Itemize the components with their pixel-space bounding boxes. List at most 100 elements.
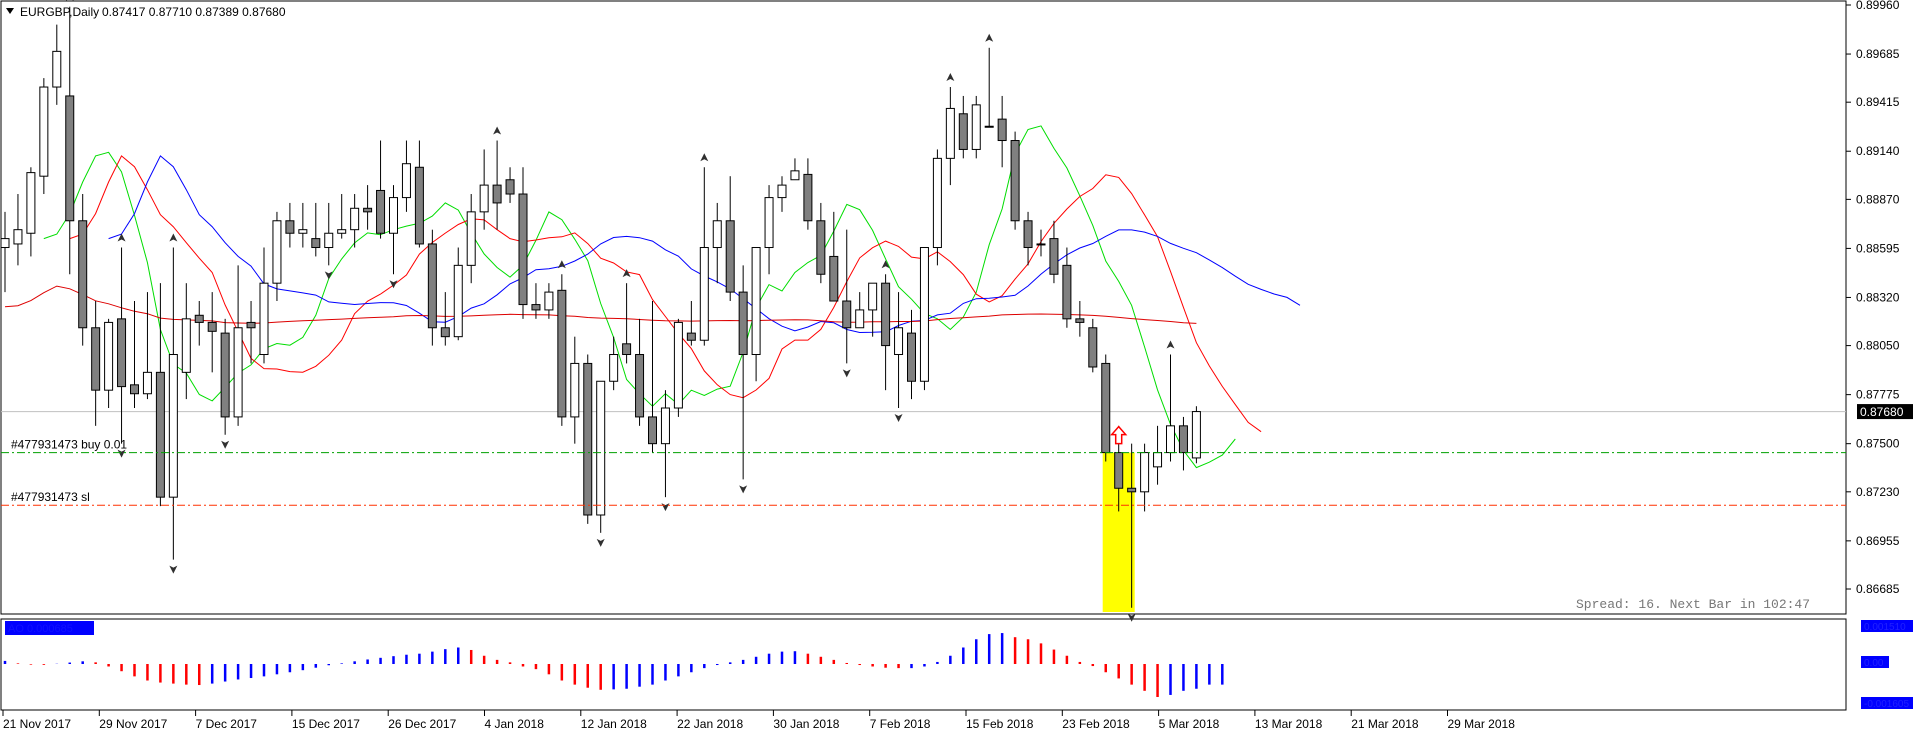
bear-candle[interactable] (816, 220, 826, 275)
bull-candle[interactable] (855, 309, 865, 329)
bear-candle[interactable] (881, 282, 891, 347)
bull-candle[interactable] (259, 282, 269, 356)
fractal-up-icon (946, 73, 955, 82)
bear-candle[interactable] (635, 354, 645, 418)
stop-loss-label: #477931473 sl (11, 490, 90, 504)
candles[interactable] (0, 6, 1201, 608)
fractal-arrows (65, 0, 1175, 622)
bull-candle[interactable] (971, 104, 981, 150)
bear-candle[interactable] (207, 321, 217, 332)
bear-candle[interactable] (803, 173, 813, 222)
bull-candle[interactable] (1191, 411, 1201, 459)
bull-candle[interactable] (596, 380, 606, 516)
bear-candle[interactable] (1010, 140, 1020, 222)
bear-candle[interactable] (220, 332, 230, 418)
bull-candle[interactable] (104, 321, 114, 391)
bear-candle[interactable] (440, 327, 450, 338)
bear-candle[interactable] (1101, 362, 1111, 454)
bull-candle[interactable] (699, 247, 709, 341)
bull-candle[interactable] (984, 125, 994, 128)
bull-candle[interactable] (570, 362, 580, 418)
bear-candle[interactable] (91, 327, 101, 391)
bear-candle[interactable] (531, 304, 541, 311)
bear-candle[interactable] (65, 95, 75, 222)
bear-candle[interactable] (78, 220, 88, 329)
bear-candle[interactable] (311, 238, 321, 249)
bull-candle[interactable] (479, 184, 489, 213)
bear-candle[interactable] (1088, 327, 1098, 368)
bull-candle[interactable] (337, 229, 347, 234)
bull-candle[interactable] (894, 327, 904, 356)
bull-candle[interactable] (790, 170, 800, 181)
bear-candle[interactable] (363, 207, 373, 213)
bull-candle[interactable] (777, 184, 787, 199)
bull-candle[interactable] (401, 163, 411, 199)
bear-candle[interactable] (1049, 238, 1059, 275)
bear-candle[interactable] (414, 166, 424, 245)
bull-candle[interactable] (544, 291, 554, 311)
bull-candle[interactable] (919, 247, 929, 382)
bear-candle[interactable] (648, 416, 657, 445)
bull-candle[interactable] (39, 86, 49, 177)
bull-candle[interactable] (945, 107, 955, 159)
bull-candle[interactable] (712, 220, 722, 249)
bear-candle[interactable] (285, 220, 295, 234)
bull-candle[interactable] (1153, 452, 1163, 468)
bull-candle[interactable] (932, 157, 942, 249)
bear-candle[interactable] (194, 314, 204, 323)
bear-candle[interactable] (557, 289, 567, 418)
bull-candle[interactable] (0, 238, 10, 249)
bear-candle[interactable] (1178, 425, 1188, 454)
bull-candle[interactable] (26, 172, 36, 234)
bear-candle[interactable] (1075, 318, 1085, 323)
bear-candle[interactable] (958, 113, 968, 150)
bear-candle[interactable] (518, 193, 528, 306)
bear-candle[interactable] (505, 179, 515, 195)
bear-candle[interactable] (622, 343, 632, 356)
bear-candle[interactable] (130, 384, 139, 395)
bull-candle[interactable] (1140, 452, 1150, 493)
bear-candle[interactable] (1062, 264, 1072, 320)
bull-candle[interactable] (168, 354, 178, 498)
bear-candle[interactable] (829, 255, 839, 302)
bear-candle[interactable] (842, 300, 852, 329)
bull-candle[interactable] (298, 229, 308, 234)
bull-candle[interactable] (181, 318, 191, 373)
bear-candle[interactable] (1114, 452, 1124, 489)
bear-candle[interactable] (117, 318, 127, 388)
bull-candle[interactable] (751, 247, 761, 356)
bear-candle[interactable] (1127, 487, 1137, 493)
bear-candle[interactable] (492, 184, 502, 204)
bear-candle[interactable] (686, 332, 696, 341)
ao-bars (3, 633, 1224, 697)
bull-candle[interactable] (389, 197, 398, 234)
bull-candle[interactable] (673, 321, 683, 409)
bear-candle[interactable] (246, 321, 256, 329)
bear-candle[interactable] (155, 371, 165, 498)
bull-candle[interactable] (1166, 425, 1175, 454)
bear-candle[interactable] (427, 243, 437, 329)
bull-candle[interactable] (13, 229, 23, 245)
bull-candle[interactable] (1036, 243, 1046, 246)
bull-candle[interactable] (324, 232, 334, 249)
bear-candle[interactable] (997, 118, 1007, 142)
bull-candle[interactable] (142, 371, 152, 395)
bull-candle[interactable] (233, 327, 243, 418)
chart-menu-triangle-icon[interactable] (6, 8, 14, 14)
bull-candle[interactable] (868, 282, 878, 311)
bear-candle[interactable] (1023, 220, 1033, 249)
bull-candle[interactable] (466, 211, 476, 266)
bull-candle[interactable] (764, 197, 774, 249)
bear-candle[interactable] (738, 291, 748, 356)
bear-candle[interactable] (376, 189, 386, 234)
bull-candle[interactable] (453, 264, 463, 338)
bull-candle[interactable] (609, 354, 619, 382)
bear-candle[interactable] (583, 362, 593, 516)
bear-candle[interactable] (907, 332, 916, 382)
bull-candle[interactable] (272, 220, 282, 284)
bull-candle[interactable] (350, 207, 360, 231)
bear-candle[interactable] (725, 220, 735, 293)
bull-candle[interactable] (660, 407, 670, 445)
bull-candle[interactable] (52, 50, 62, 88)
